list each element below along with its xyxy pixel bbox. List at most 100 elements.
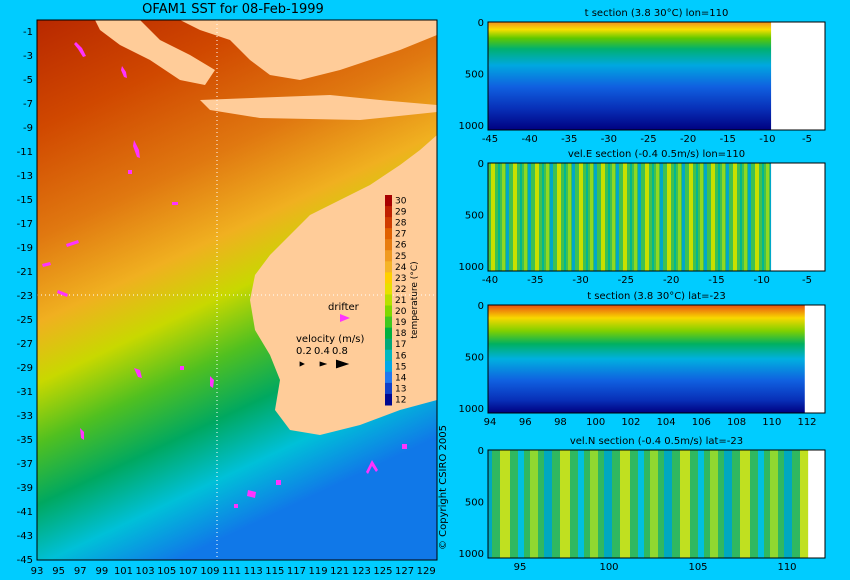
lon-tick-label: 99 [95,566,108,577]
lat-tick-label: -1 [23,27,33,38]
land-borneo-java [180,20,437,80]
section-x-tick-label: 100 [599,562,618,573]
colorbar-tick-label: 25 [395,252,406,262]
lat-tick-label: -37 [17,459,33,470]
section-y-tick-label: 0 [478,301,484,312]
lon-tick-label: 119 [309,566,328,577]
section-x-tick-label: 110 [777,562,796,573]
section-field [488,450,825,558]
section-title: t section (3.8 30°C) lat=-23 [587,291,726,302]
section-frame [487,162,826,272]
section-x-tick-label: 100 [586,417,605,428]
section-frame [487,21,826,131]
colorbar-tick-label: 22 [395,285,406,295]
colorbar-swatch [385,261,392,273]
colorbar-tick-label: 23 [395,274,406,284]
section-frame [487,304,826,414]
colorbar-tick-label: 13 [395,384,406,394]
velocity-legend-arrows [299,359,350,369]
colorbar-tick-label: 14 [395,373,407,383]
section-y-tick-label: 1000 [459,262,484,273]
lon-tick-label: 109 [200,566,219,577]
colorbar-tick-label: 12 [395,395,406,405]
section-frame [487,449,826,559]
section-x-tick-label: -35 [527,275,543,286]
section-x-tick-label: -40 [482,275,498,286]
colorbar-tick-label: 17 [395,340,406,350]
colorbar-tick-label: 19 [395,318,407,328]
section-y-tick-label: 500 [465,497,484,508]
section-land-mask [771,22,825,130]
colorbar-swatch [385,371,392,384]
section-x-tick-label: 105 [688,562,707,573]
section-x-tick-label: 98 [554,417,567,428]
velocity-value-1: 0.2 [296,346,312,357]
section-x-tick-label: -20 [680,134,696,145]
section-title: t section (3.8 30°C) lon=110 [585,8,729,19]
lon-tick-label: 95 [52,566,65,577]
section-panels: t section (3.8 30°C) lon=11005001000-45-… [459,8,826,573]
section-y-tick-label: 0 [478,159,484,170]
colorbar-label: temperature (°C) [410,261,420,338]
lon-tick-label: 103 [136,566,155,577]
section-y-tick-label: 500 [465,210,484,221]
map-lon-ticks: 93 95 97 99 101 103 105 107 109 111 113 115 117 119 12… [31,566,436,577]
velocity-value-2: 0.4 [314,346,330,357]
copyright: © Copyright CSIRO 2005 [438,425,449,550]
section-x-tick-label: 112 [797,417,816,428]
lat-tick-label: -11 [17,147,33,158]
section-y-tick-label: 0 [478,446,484,457]
drifter-legend-icon [340,314,350,322]
lon-tick-label: 127 [395,566,414,577]
section-y-tick-label: 0 [478,18,484,29]
lat-tick-label: -5 [23,75,33,86]
colorbar-swatch [385,360,392,373]
lon-tick-label: 117 [287,566,306,577]
lat-tick-label: -41 [17,507,33,518]
map-frame [36,19,438,561]
lon-tick-label: 101 [114,566,133,577]
lon-tick-label: 121 [330,566,349,577]
section-x-tick-label: -30 [601,134,617,145]
colorbar-tick-label: 16 [395,351,407,361]
colorbar-swatch [385,338,392,351]
section-title: vel.N section (-0.4 0.5m/s) lat=-23 [570,436,743,447]
lat-tick-label: -15 [17,195,33,206]
lon-tick-label: 115 [265,566,284,577]
lat-tick-label: -7 [23,99,33,110]
map-title: OFAM1 SST for 08-Feb-1999 [142,2,324,17]
section-y-tick-label: 500 [465,352,484,363]
lat-tick-label: -3 [23,51,33,62]
lat-tick-label: -13 [17,171,33,182]
lat-tick-label: -9 [23,123,33,134]
colorbar-swatch [385,228,392,240]
section-x-tick-label: -10 [754,275,770,286]
lon-tick-label: 97 [74,566,87,577]
lon-tick-label: 93 [31,566,44,577]
lat-tick-label: -39 [17,483,33,494]
section-x-tick-label: 102 [621,417,640,428]
section-x-tick-label: -15 [720,134,736,145]
lat-tick-label: -17 [17,219,33,230]
lat-tick-label: -23 [17,291,33,302]
colorbar-swatch [385,283,392,295]
section-land-mask [804,305,825,413]
section-y-tick-label: 1000 [459,404,484,415]
colorbar-tick-label: 24 [395,263,407,273]
section-field [488,22,825,130]
lat-tick-label: -45 [17,555,33,566]
section-y-tick-label: 1000 [459,121,484,132]
lon-tick-label: 113 [244,566,263,577]
section-field [488,163,825,271]
colorbar-tick-label: 30 [395,197,407,207]
lat-tick-label: -29 [17,363,33,374]
colorbar-tick-label: 26 [395,241,407,251]
lon-tick-label: 129 [417,566,436,577]
colorbar-tick-label: 18 [395,329,407,339]
colorbar-swatch [385,239,392,251]
lat-tick-label: -25 [17,315,33,326]
section-x-tick-label: 94 [484,417,497,428]
section-x-tick-label: -10 [759,134,775,145]
section-panel-v-lat: vel.N section (-0.4 0.5m/s) lat=-23 0 500 1… [459,436,826,573]
